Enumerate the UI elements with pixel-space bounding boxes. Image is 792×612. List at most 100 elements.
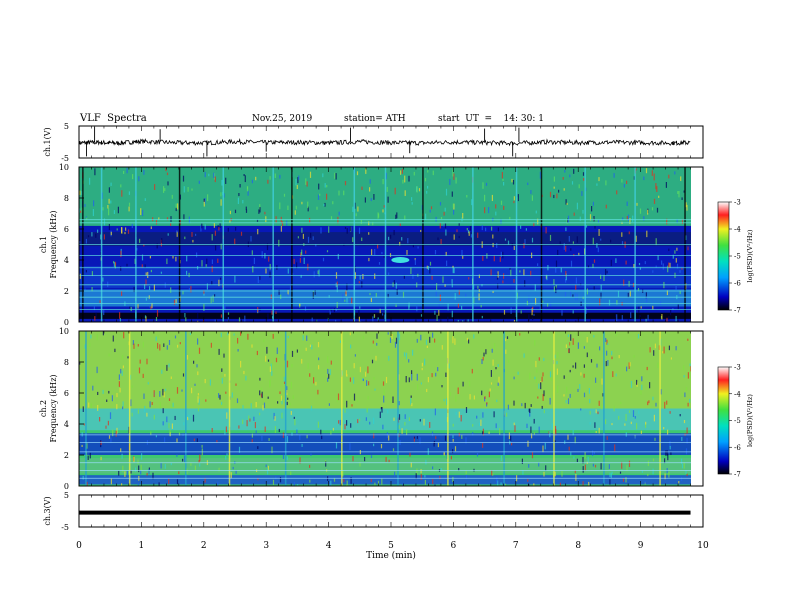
ch2-spectrogram-speck <box>168 478 170 485</box>
ch2-spectrogram-speck <box>654 343 656 349</box>
ch1-spectrogram-speck <box>593 259 596 263</box>
ch2-spectrogram-speck <box>346 400 348 408</box>
ch2-spectrogram-speck <box>166 345 168 350</box>
ch2-spectrogram-speck <box>592 463 594 467</box>
ch2-spectrogram-speck <box>216 440 218 443</box>
ch1-spectrogram-speck <box>323 204 325 207</box>
ch1-spectrogram-speck <box>213 172 215 179</box>
ch1-spectrogram-speck <box>130 307 132 312</box>
ch1-spectrogram-speck <box>492 234 494 239</box>
ch1-spectrogram-speck <box>492 242 494 248</box>
ch2-spectrogram-speck <box>140 464 142 471</box>
ch2-spectrogram-speck <box>333 485 335 486</box>
ch1-spectrogram-speck <box>662 263 664 270</box>
ch1-spectrogram-speck <box>395 214 397 220</box>
ch2-spectrogram-speck <box>255 430 257 434</box>
ch1-spectrogram-speck <box>569 174 571 178</box>
ch1-spectrogram-speck <box>80 210 82 213</box>
ch2-spectrogram-speck <box>353 377 355 384</box>
ch2-spectrogram-speck <box>670 452 672 455</box>
ch2-spectrogram-speck <box>290 411 292 415</box>
ch2-spectrogram-speck <box>375 355 377 361</box>
ch2-spectrogram-speck <box>267 396 269 399</box>
ch2-spectrogram-speck <box>197 393 199 396</box>
ch2-spectrogram-speck <box>197 396 199 403</box>
ch2-spectrogram-speck <box>549 371 552 378</box>
ch1-spectrogram-speck <box>156 243 158 249</box>
ch1-spectrogram-speck <box>439 222 441 229</box>
ch2-spectrogram-speck <box>126 470 128 476</box>
ch2-spectrogram-speck <box>412 349 414 356</box>
ch2-spectrogram-speck <box>374 388 376 391</box>
ch1-spectrogram-speck <box>297 177 299 184</box>
ch2-spectrogram-streak-0 <box>85 331 87 486</box>
ch1-spectrogram-speck <box>79 273 81 279</box>
ch2-spectrogram-speck <box>223 353 225 358</box>
ch1-spectrogram-speck <box>528 314 530 321</box>
ch1-spectrogram-speck <box>484 207 486 214</box>
ch1-spectrogram-speck <box>313 271 315 278</box>
ch2-spectrogram-speck <box>224 373 226 377</box>
ch2-spectrogram-speck <box>342 338 345 343</box>
ch2-spectrogram-speck <box>605 419 607 425</box>
ch1-spectrogram-speck <box>481 225 483 231</box>
ch2-spectrogram-speck <box>568 349 570 353</box>
ch1-spectrogram-speck <box>651 170 653 176</box>
ch1-spectrogram-speck <box>681 197 683 200</box>
ch2-spectrogram-speck <box>416 338 418 343</box>
ch2-spectrogram-speck <box>122 406 124 410</box>
ch2-spectrogram-speck <box>112 335 114 342</box>
ch1-spectrogram-speck <box>434 250 437 255</box>
ch1-spectrogram-speck <box>629 218 631 225</box>
ch1-spectrogram-speck <box>596 183 598 186</box>
ch1-spectrogram-speck <box>567 215 570 223</box>
ch1-spectrogram-speck <box>466 195 468 198</box>
ch2-spectrogram-speck <box>443 398 445 402</box>
ch1-spectrogram-speck <box>501 172 503 179</box>
ch1-spectrogram-speck <box>524 239 526 245</box>
ch2-spectrogram-speck <box>186 355 189 360</box>
ch1-spectrogram-speck <box>575 320 577 322</box>
ch2-spectrogram-speck <box>482 357 484 361</box>
ch1-spectrogram-speck <box>121 291 123 296</box>
ch2-spectrogram-speck <box>259 390 261 396</box>
ch2-spectrogram-speck <box>133 456 135 463</box>
ch1-spectrogram-speck <box>575 284 577 290</box>
ch1-spectrogram-speck <box>556 193 558 199</box>
ch2-spectrogram-speck <box>162 388 164 396</box>
ch1-spectrogram-speck <box>517 194 519 202</box>
ch2-spectrogram-speck <box>198 347 201 354</box>
ch1-spectrogram-speck <box>227 227 229 232</box>
ch2-spectrogram-speck <box>495 423 497 429</box>
ch2-spectrogram-speck <box>366 407 368 413</box>
ch1-spectrogram-speck <box>500 200 503 205</box>
ch1-spectrogram-speck <box>256 219 259 222</box>
ch1-spectrogram-speck <box>345 290 347 295</box>
ch1-spectrogram-speck <box>307 236 310 243</box>
ch1-spectrogram-speck <box>246 186 249 190</box>
ch1-spectrogram-speck <box>587 265 590 268</box>
ch2-spectrogram-speck <box>141 453 143 460</box>
ch1-spectrogram-speck <box>335 319 337 322</box>
ch1-spectrogram-speck <box>220 277 222 280</box>
ch2-spectrogram-speck <box>129 374 132 380</box>
ch2-spectrogram-speck <box>498 376 500 384</box>
ch2-spectrogram-speck <box>287 397 289 400</box>
ch1-spectrogram-ytick-label-0: 0 <box>64 318 69 327</box>
ch2-spectrogram-speck <box>357 419 359 424</box>
ch1-spectrogram-speck <box>87 235 90 238</box>
ch2-spectrogram-speck <box>664 458 666 464</box>
ch1-spectrogram-speck <box>447 303 449 311</box>
ch2-spectrogram-speck <box>508 432 510 440</box>
ch2-spectrogram-speck <box>465 437 467 444</box>
ch2-spectrogram-speck <box>282 454 285 460</box>
ch1-spectrogram-speck <box>685 202 687 208</box>
ch1-spectrogram-speck <box>426 190 428 194</box>
ch1-spectrogram-speck <box>175 203 177 209</box>
ch2-spectrogram-speck <box>164 464 166 469</box>
ch1-spectrogram-speck <box>566 218 568 224</box>
ch2-spectrogram-speck <box>142 373 144 378</box>
ch1-spectrogram-speck <box>324 183 326 188</box>
ch2-spectrogram-speck <box>429 336 431 343</box>
ch1-spectrogram-speck <box>572 310 574 314</box>
